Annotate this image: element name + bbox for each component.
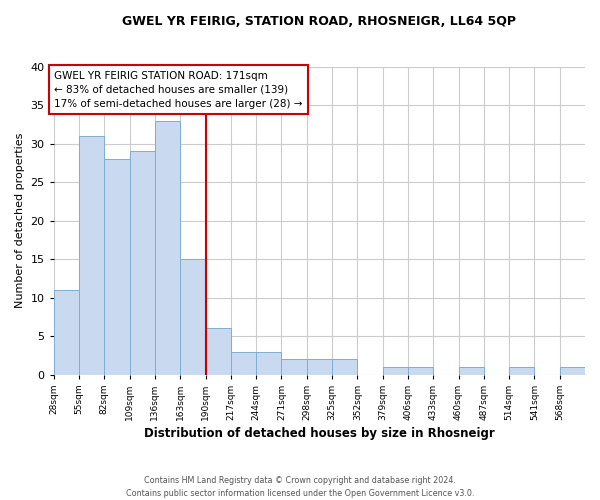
Bar [281, 360, 307, 374]
Bar [130, 152, 155, 374]
Text: GWEL YR FEIRIG STATION ROAD: 171sqm
← 83% of detached houses are smaller (139)
1: GWEL YR FEIRIG STATION ROAD: 171sqm ← 83… [54, 70, 302, 108]
Bar [206, 328, 231, 374]
Bar [256, 352, 281, 374]
Bar [104, 159, 130, 374]
Bar [332, 360, 358, 374]
Bar [560, 367, 585, 374]
Bar [180, 259, 206, 374]
Bar [79, 136, 104, 374]
Bar [408, 367, 433, 374]
Bar [509, 367, 535, 374]
Bar [155, 120, 180, 374]
Bar [54, 290, 79, 374]
Text: Contains HM Land Registry data © Crown copyright and database right 2024.
Contai: Contains HM Land Registry data © Crown c… [126, 476, 474, 498]
Y-axis label: Number of detached properties: Number of detached properties [15, 133, 25, 308]
Bar [458, 367, 484, 374]
Bar [307, 360, 332, 374]
Bar [383, 367, 408, 374]
Bar [231, 352, 256, 374]
X-axis label: Distribution of detached houses by size in Rhosneigr: Distribution of detached houses by size … [144, 427, 495, 440]
Title: GWEL YR FEIRIG, STATION ROAD, RHOSNEIGR, LL64 5QP: GWEL YR FEIRIG, STATION ROAD, RHOSNEIGR,… [122, 15, 517, 28]
